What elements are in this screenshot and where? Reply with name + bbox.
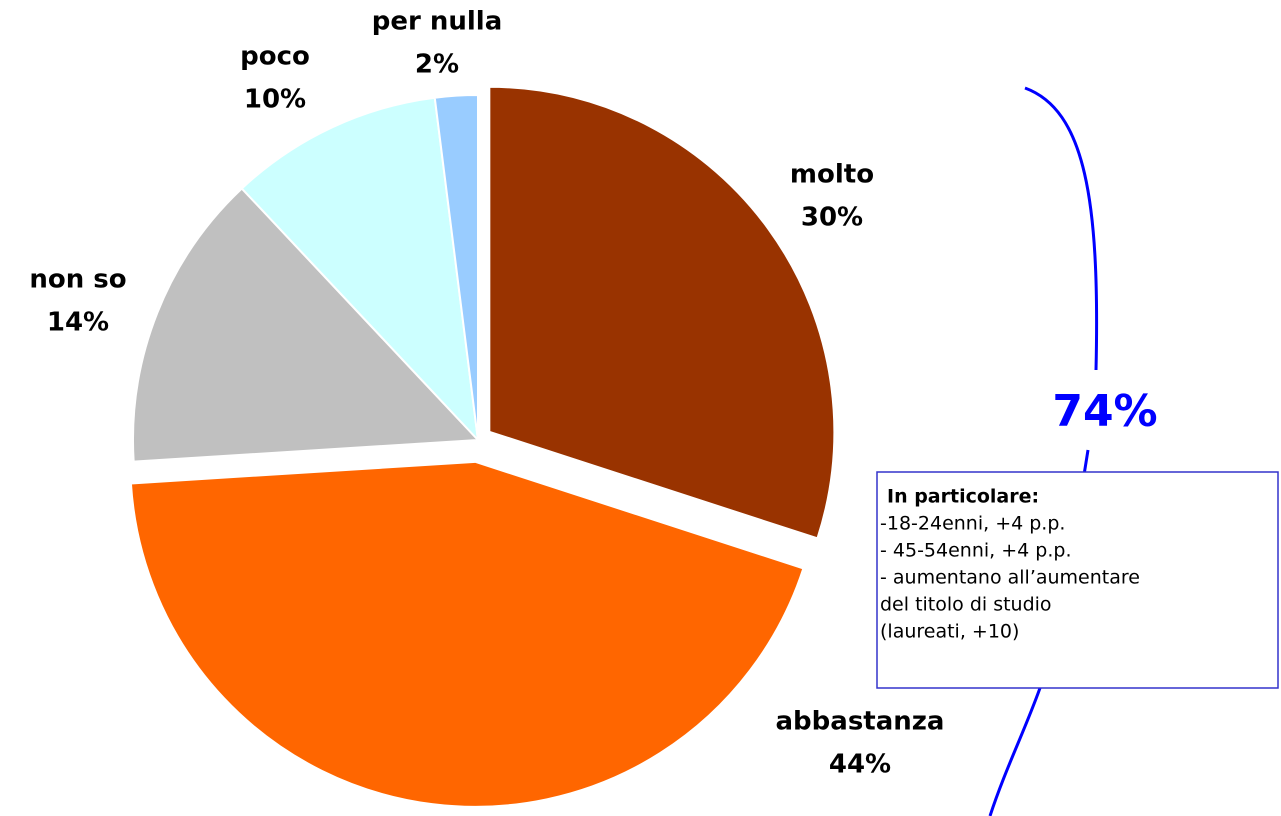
note-line: del titolo di studio	[880, 594, 1052, 616]
pie-slice	[433, 93, 479, 441]
slice-label: abbastanza	[776, 707, 945, 737]
note-box	[876, 471, 1279, 689]
note-line: - 45-54enni, +4 p.p.	[880, 540, 1071, 562]
pie-slice	[129, 460, 805, 808]
annotation: 74%	[1052, 386, 1157, 437]
note-line: - aumentano all’aumentare	[880, 567, 1140, 589]
pie-slice	[132, 187, 481, 463]
slice-value: 10%	[244, 85, 306, 115]
slice-label: per nulla	[372, 7, 503, 37]
slice-label: molto	[790, 160, 874, 190]
slice-value: 44%	[829, 750, 891, 780]
slice-value: 30%	[801, 203, 863, 233]
pie	[129, 85, 836, 808]
bracket-top	[1024, 86, 1099, 371]
bracket-bottom	[988, 687, 1042, 816]
pie-slice	[240, 96, 480, 443]
slice-label: poco	[240, 42, 310, 72]
pie-slice	[488, 85, 836, 540]
bracket-mid	[1082, 449, 1090, 476]
slice-label: non so	[29, 265, 126, 295]
note-line: (laureati, +10)	[880, 621, 1019, 643]
slice-value: 14%	[47, 308, 109, 338]
note-title: In particolare:	[887, 486, 1039, 508]
slice-value: 2%	[415, 50, 459, 80]
note-line: -18-24enni, +4 p.p.	[880, 513, 1065, 535]
